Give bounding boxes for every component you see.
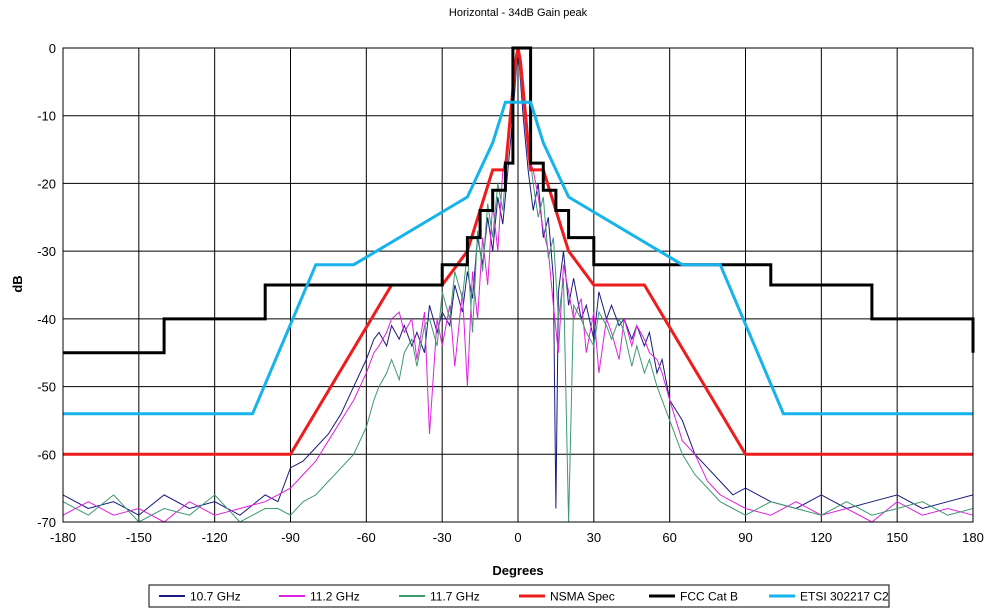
chart-title: Horizontal - 34dB Gain peak [449, 7, 588, 19]
legend: 10.7 GHz 11.2 GHz 11.7 GHz NSMA Spec FCC Cat… [148, 584, 890, 608]
x-axis-label: Degrees [492, 563, 543, 578]
x-tick-label: -60 [357, 530, 376, 545]
legend-entry-label: 11.2 GHz [310, 590, 360, 604]
y-tick-label: -70 [37, 515, 56, 530]
plot-frame [62, 47, 974, 523]
plot-area-border [62, 47, 974, 523]
y-tick-label: -20 [37, 176, 56, 191]
y-tick-label: -60 [37, 447, 56, 462]
y-tick-label: -30 [37, 244, 56, 259]
x-tick-label: -180 [50, 530, 76, 545]
x-tick-label: -150 [126, 530, 152, 545]
x-tick-label: 120 [810, 530, 832, 545]
legend-entry-label: ETSI 302217 C2 [800, 590, 889, 604]
series-line-etsi-302217-c2 [63, 100, 973, 416]
x-tick-label: 60 [662, 530, 676, 545]
y-tick-label: -10 [37, 109, 56, 124]
x-tick-label: 150 [886, 530, 908, 545]
x-tick-label: 180 [962, 530, 984, 545]
x-tick-label: 90 [738, 530, 752, 545]
x-tick-label: 30 [587, 530, 601, 545]
legend-entry-label: 11.7 GHz [430, 590, 480, 604]
legend-entry-label: 10.7 GHz [190, 590, 241, 604]
x-tick-labels: -180 -150 -120 -90 -60 -30 0 30 60 90 120 150 180 [50, 530, 984, 545]
x-tick-label: -90 [281, 530, 300, 545]
y-tick-labels: 0 -10 -20 -30 -40 -50 -60 -70 [37, 41, 56, 530]
legend-entry-label: NSMA Spec [550, 590, 615, 604]
y-tick-label: -40 [37, 312, 56, 327]
legend-entry-label: FCC Cat B [680, 590, 738, 604]
y-axis-label: dB [10, 275, 25, 292]
x-tick-label: -120 [202, 530, 228, 545]
y-tick-label: 0 [49, 41, 56, 56]
x-tick-label: 0 [514, 530, 521, 545]
y-tick-label: -50 [37, 380, 56, 395]
x-tick-label: -30 [433, 530, 452, 545]
